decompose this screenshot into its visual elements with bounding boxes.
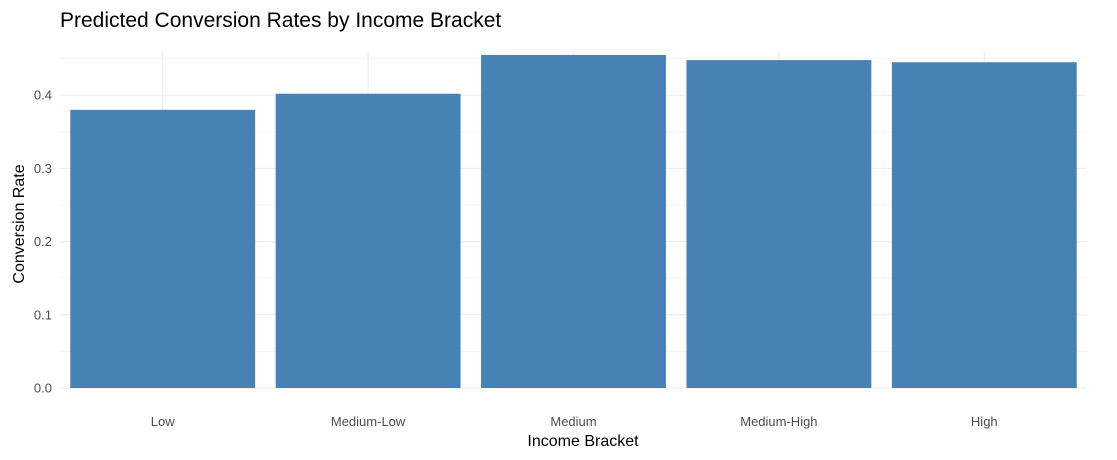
x-axis-title: Income Bracket <box>527 433 639 450</box>
bar-low <box>70 109 256 388</box>
y-axis-ticks: 0.0 0.1 0.2 0.3 0.4 <box>34 88 52 396</box>
y-tick-label: 0.3 <box>34 161 52 176</box>
y-tick-label: 0.1 <box>34 307 52 322</box>
y-tick-label: 0.2 <box>34 234 52 249</box>
y-tick-label: 0.0 <box>34 381 52 396</box>
x-tick-label: Medium <box>550 414 596 429</box>
bar-medium <box>481 54 666 388</box>
bar-medium-high <box>686 60 872 389</box>
x-tick-label: Medium-Low <box>331 414 406 429</box>
x-tick-label: High <box>971 414 998 429</box>
y-tick-label: 0.4 <box>34 88 52 103</box>
bars <box>70 54 1077 389</box>
y-axis-title: Conversion Rate <box>11 164 28 283</box>
x-tick-label: Low <box>151 414 175 429</box>
bar-medium-low <box>275 93 461 389</box>
bar-high <box>891 62 1077 388</box>
chart-title: Predicted Conversion Rates by Income Bra… <box>60 9 501 32</box>
x-tick-label: Medium-High <box>740 414 817 429</box>
x-axis-ticks: Low Medium-Low Medium Medium-High High <box>151 414 998 429</box>
